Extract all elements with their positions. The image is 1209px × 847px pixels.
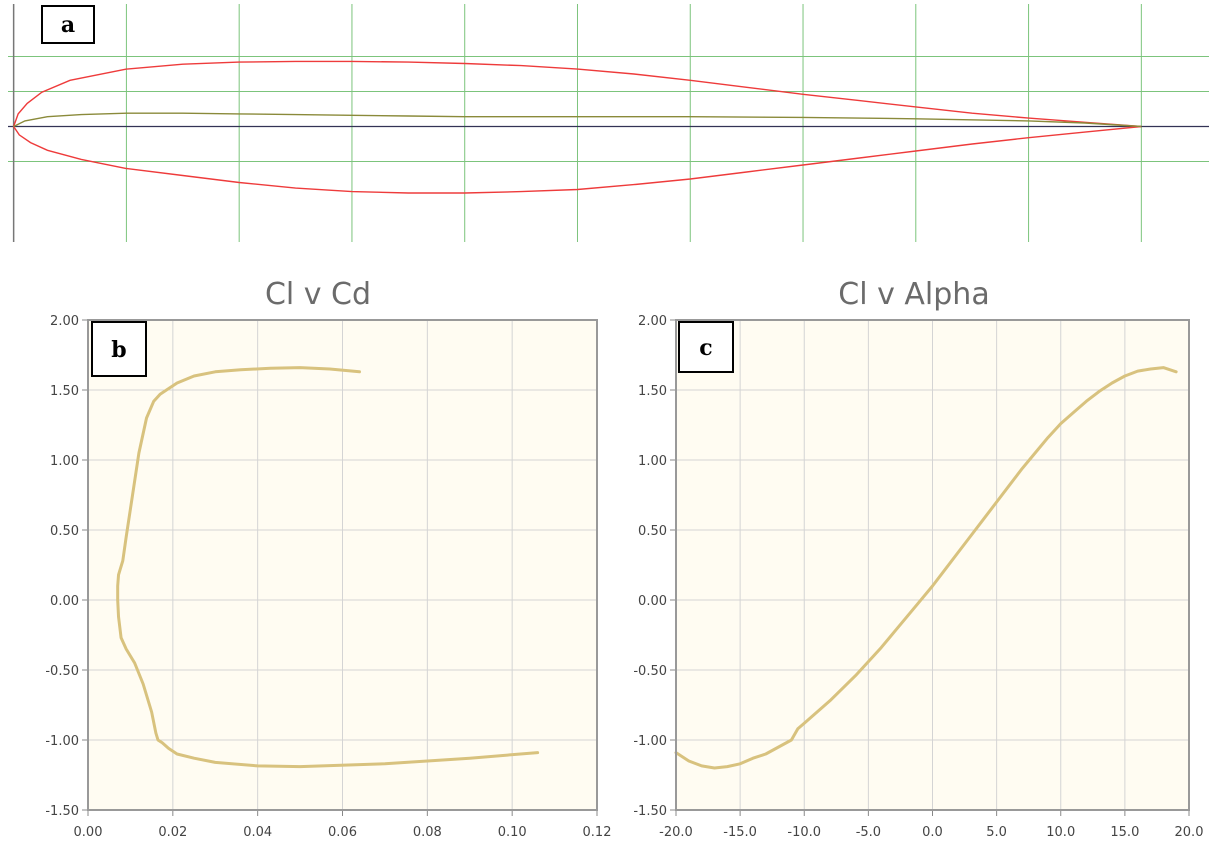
cl-vs-cd-title: Cl v Cd <box>265 277 371 312</box>
b-x-tick-label: 0.04 <box>243 825 272 840</box>
b-y-tick-label: 0.50 <box>50 524 79 539</box>
c-y-tick-label: 2.00 <box>638 314 667 329</box>
c-y-tick-label: 0.50 <box>638 524 667 539</box>
b-y-tick-label: -0.50 <box>45 664 79 679</box>
b-y-tick-label: 2.00 <box>50 314 79 329</box>
c-y-tick-label: 1.00 <box>638 454 667 469</box>
c-y-tick-label: -1.00 <box>633 734 667 749</box>
cl-vs-alpha-y-ticks: 2.00 1.50 1.00 0.50 0.00 -0.50 -1.00 -1.50 <box>633 314 676 819</box>
c-x-tick-label: -20.0 <box>659 825 693 840</box>
c-y-tick-label: 1.50 <box>638 384 667 399</box>
panel-a-label: a <box>61 12 75 38</box>
airfoil-lower-surface <box>13 125 1142 194</box>
panel-c-label-box <box>678 321 734 373</box>
c-x-tick-label: 5.0 <box>986 825 1007 840</box>
panel-a-label-box <box>41 5 95 44</box>
c-y-tick-label: -1.50 <box>633 804 667 819</box>
c-x-tick-label: 15.0 <box>1110 825 1139 840</box>
airfoil-upper-surface <box>12 60 1142 128</box>
b-x-tick-label: 0.00 <box>74 825 103 840</box>
b-x-tick-label: 0.08 <box>413 825 442 840</box>
cl-vs-cd-frame <box>87 319 598 811</box>
c-x-tick-label: 20.0 <box>1175 825 1204 840</box>
b-y-tick-label: 1.00 <box>50 454 79 469</box>
b-y-tick-label: 1.50 <box>50 384 79 399</box>
c-x-tick-label: 0.0 <box>922 825 943 840</box>
c-x-tick-label: -15.0 <box>723 825 757 840</box>
c-y-tick-label: 0.00 <box>638 594 667 609</box>
cl-vs-alpha-series-line <box>674 366 1178 770</box>
panel-b-label-box <box>91 321 147 377</box>
cl-vs-alpha-x-ticks: -20.0 -15.0 -10.0 -5.0 0.0 5.0 10.0 15.0 20.0 <box>659 810 1203 840</box>
cl-vs-alpha-frame <box>675 319 1190 811</box>
b-x-tick-label: 0.02 <box>158 825 187 840</box>
airfoil-grid <box>8 4 1209 242</box>
airfoil-panel: a <box>8 4 1209 242</box>
b-x-tick-label: 0.06 <box>328 825 357 840</box>
cl-vs-cd-x-ticks: 0.00 0.02 0.04 0.06 0.08 0.10 0.12 <box>74 810 612 840</box>
panel-b-label: b <box>111 337 126 363</box>
c-x-tick-label: -10.0 <box>787 825 821 840</box>
b-y-tick-label: -1.00 <box>45 734 79 749</box>
b-y-tick-label: 0.00 <box>50 594 79 609</box>
c-x-tick-label: -5.0 <box>856 825 881 840</box>
panel-c-label: c <box>699 335 712 361</box>
cl-vs-cd-y-ticks: 2.00 1.50 1.00 0.50 0.00 -0.50 -1.00 -1.50 <box>45 314 88 819</box>
b-x-tick-label: 0.12 <box>583 825 612 840</box>
cl-vs-alpha-title: Cl v Alpha <box>838 277 989 312</box>
cl-vs-alpha-panel: Cl v Alpha 2.00 1.50 1.00 0.50 0.00 -0.50 -1.0… <box>633 277 1203 840</box>
cl-vs-cd-panel: Cl v Cd 2.00 1.50 1.00 0.50 0.00 -0.50 -1.00 -1… <box>45 277 611 840</box>
b-x-tick-label: 0.10 <box>498 825 527 840</box>
b-y-tick-label: -1.50 <box>45 804 79 819</box>
c-x-tick-label: 10.0 <box>1046 825 1075 840</box>
c-y-tick-label: -0.50 <box>633 664 667 679</box>
camber-line <box>13 112 1142 128</box>
cl-vs-cd-series-line <box>116 366 540 769</box>
